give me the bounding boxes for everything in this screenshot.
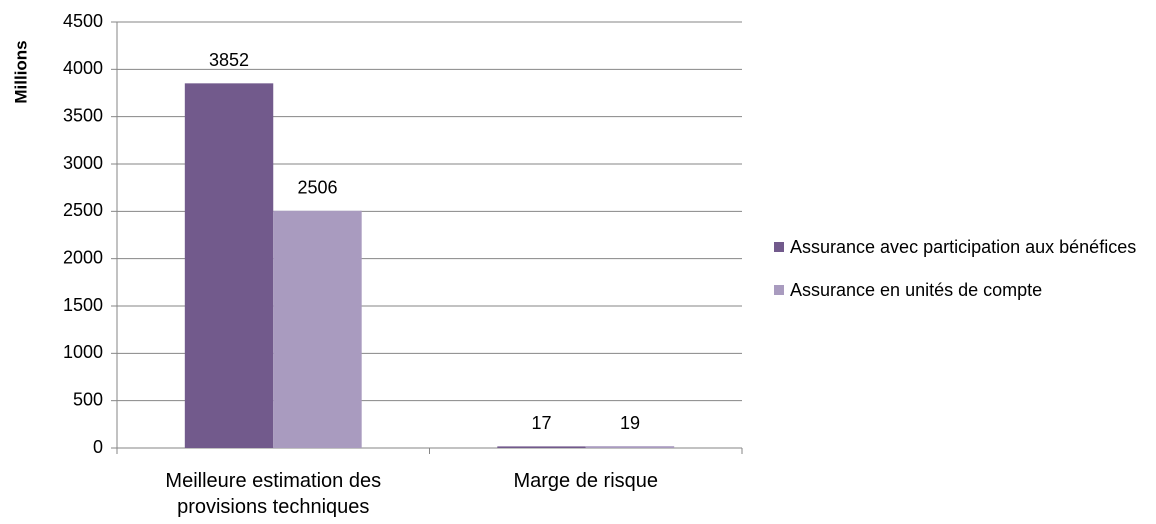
legend-swatch — [774, 285, 784, 295]
legend-entry: Assurance en unités de compte — [774, 279, 1156, 301]
legend-entry: Assurance avec participation aux bénéfic… — [774, 236, 1156, 258]
bar — [273, 210, 362, 448]
y-axis-label: Millions — [11, 40, 30, 103]
y-tick-label: 3500 — [63, 105, 103, 125]
y-tick-label: 4000 — [63, 58, 103, 78]
y-tick-label: 1500 — [63, 295, 103, 315]
data-label: 17 — [532, 413, 552, 433]
legend-swatch — [774, 242, 784, 252]
y-tick-label: 3000 — [63, 153, 103, 173]
data-label: 2506 — [297, 178, 337, 198]
bar — [184, 83, 274, 449]
y-tick-label: 4500 — [63, 11, 103, 31]
x-tick-label: Marge de risque — [513, 470, 659, 492]
data-label: 3852 — [209, 50, 249, 70]
y-tick-label: 0 — [93, 437, 103, 457]
bar — [585, 446, 675, 448]
y-tick-label: 500 — [73, 389, 103, 409]
x-tick-label: Meilleure estimation des provisions tech… — [165, 470, 382, 518]
data-label: 19 — [620, 413, 640, 433]
legend-label: Assurance en unités de compte — [790, 280, 1043, 300]
y-tick-label: 2000 — [63, 247, 103, 267]
y-tick-label: 1000 — [63, 342, 103, 362]
bar — [497, 446, 586, 448]
y-tick-label: 2500 — [63, 200, 103, 220]
legend-label: Assurance avec participation aux bénéfic… — [790, 237, 1137, 257]
